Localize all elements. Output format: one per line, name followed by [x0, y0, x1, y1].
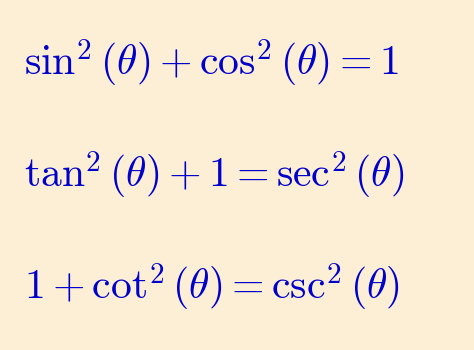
Text: $1 + \cot^{2}(\theta) = \csc^{2}(\theta)$: $1 + \cot^{2}(\theta) = \csc^{2}(\theta)… — [24, 261, 400, 313]
Text: $\tan^{2}(\theta) + 1 = \sec^{2}(\theta)$: $\tan^{2}(\theta) + 1 = \sec^{2}(\theta)… — [24, 149, 404, 201]
Text: $\sin^{2}(\theta) + \cos^{2}(\theta) = 1$: $\sin^{2}(\theta) + \cos^{2}(\theta) = 1… — [24, 37, 398, 89]
